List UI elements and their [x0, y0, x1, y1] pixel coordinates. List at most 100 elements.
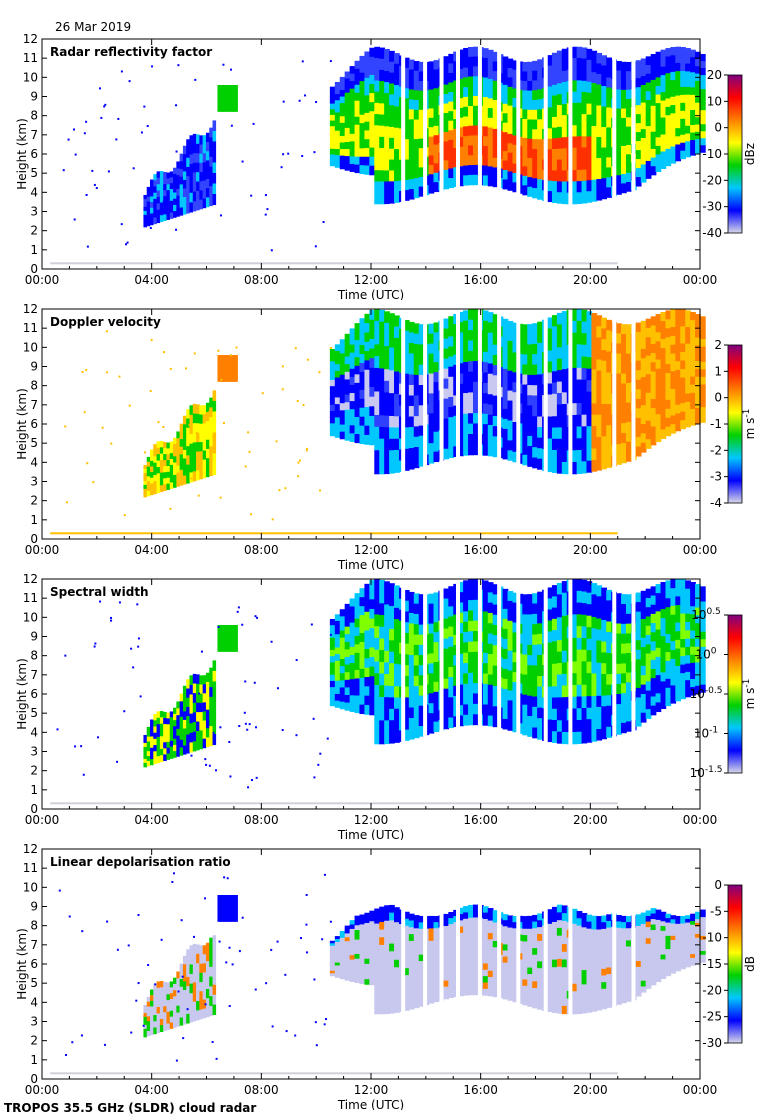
cloud-cell	[650, 157, 657, 167]
cloud-cell	[394, 326, 400, 339]
cloud-cell	[695, 376, 701, 386]
cloud-cell	[433, 681, 440, 693]
cloud-cell	[403, 643, 410, 655]
cloud-cell	[482, 988, 489, 996]
cloud-cell	[680, 94, 686, 104]
cloud-cell	[551, 159, 558, 171]
cloud-cell	[413, 717, 420, 728]
cloud-cell	[507, 77, 514, 88]
cloud-cell	[369, 120, 376, 130]
speckle	[294, 347, 297, 350]
cloud-cell	[472, 135, 479, 146]
cloud-cell	[413, 100, 420, 111]
cloud-cell	[428, 953, 435, 960]
speckle	[74, 745, 77, 748]
cloud-patch	[220, 85, 225, 112]
cloud-cell	[522, 128, 529, 139]
cloud-cell	[532, 70, 538, 81]
cloud-cell	[146, 490, 151, 497]
cloud-cell	[680, 403, 686, 413]
cloud-cell	[551, 906, 558, 915]
cloud-cell	[384, 998, 390, 1007]
cloud-cell	[199, 414, 203, 425]
cloud-cell	[625, 392, 632, 404]
cloud-cell	[173, 720, 177, 727]
cloud-cell	[700, 117, 706, 125]
cloud-cell	[601, 403, 608, 416]
cloud-cell	[199, 423, 203, 434]
cloud-cell	[156, 473, 161, 481]
cloud-cell	[463, 77, 469, 88]
cloud-cell	[468, 924, 474, 932]
cloud-cell	[507, 650, 514, 662]
cloud-cell	[670, 113, 677, 123]
cloud-cell	[428, 136, 435, 147]
cloud-cell	[685, 621, 691, 631]
cloud-cell	[487, 908, 494, 915]
cloud-cell	[205, 141, 210, 152]
cloud-cell	[487, 623, 494, 634]
cloud-cell	[571, 80, 578, 93]
cloud-cell	[394, 585, 400, 598]
cloud-cell	[556, 126, 563, 139]
cloud-cell	[596, 392, 603, 405]
cloud-cell	[621, 89, 627, 100]
speckle	[220, 214, 223, 217]
cloud-cell	[374, 379, 380, 392]
cloud-cell	[189, 675, 194, 686]
colorbar-label: m s-1	[742, 409, 757, 440]
cloud-cell	[349, 924, 356, 930]
cloud-cell	[472, 943, 479, 951]
cloud-cell	[364, 948, 371, 955]
cloud-cell	[522, 324, 529, 335]
cloud-cell	[537, 384, 543, 396]
cloud-cell	[369, 910, 376, 917]
cloud-cell	[685, 401, 691, 411]
cloud-cell	[394, 619, 400, 631]
cloud-cell	[645, 374, 652, 385]
cloud-cell	[418, 999, 425, 1007]
cloud-cell	[349, 955, 356, 961]
cloud-cell	[418, 157, 425, 168]
x-tick-label: 00:00	[683, 273, 718, 287]
cloud-cell	[458, 98, 464, 109]
cloud-cell	[418, 176, 425, 188]
cloud-cell	[492, 971, 499, 979]
cloud-cell	[537, 416, 543, 428]
cloud-cell	[359, 64, 366, 74]
cloud-cell	[527, 186, 533, 197]
cloud-cell	[369, 695, 376, 706]
cloud-cell	[150, 736, 154, 743]
cloud-patch	[225, 625, 230, 652]
cloud-cell	[576, 344, 583, 357]
y-tick-label: 5	[30, 706, 38, 720]
cloud-cell	[428, 117, 435, 128]
cloud-cell	[640, 414, 647, 425]
cloud-cell	[690, 312, 696, 321]
cloud-cell	[339, 954, 346, 959]
cloud-cell	[463, 950, 469, 958]
cloud-cell	[428, 363, 435, 374]
cloud-cell	[655, 94, 662, 104]
cloud-cell	[364, 621, 371, 631]
cloud-cell	[700, 684, 706, 693]
cloud-cell	[502, 398, 509, 410]
cloud-cell	[374, 181, 380, 194]
cloud-cell	[344, 702, 351, 711]
cloud-cell	[556, 958, 563, 968]
speckle	[67, 138, 70, 141]
speckle	[313, 151, 316, 154]
cloud-cell	[640, 129, 647, 139]
cloud-cell	[408, 416, 415, 428]
cloud-cell	[502, 113, 509, 124]
cloud-cell	[359, 72, 366, 82]
cloud-cell	[680, 351, 686, 362]
cloud-cell	[561, 982, 568, 991]
cloud-cell	[561, 438, 568, 451]
cloud-cell	[354, 593, 361, 603]
cloud-cell	[556, 370, 563, 383]
cloud-cell	[660, 83, 667, 93]
cloud-cell	[403, 108, 410, 120]
cloud-cell	[502, 962, 509, 970]
cloud-cell	[616, 593, 622, 604]
